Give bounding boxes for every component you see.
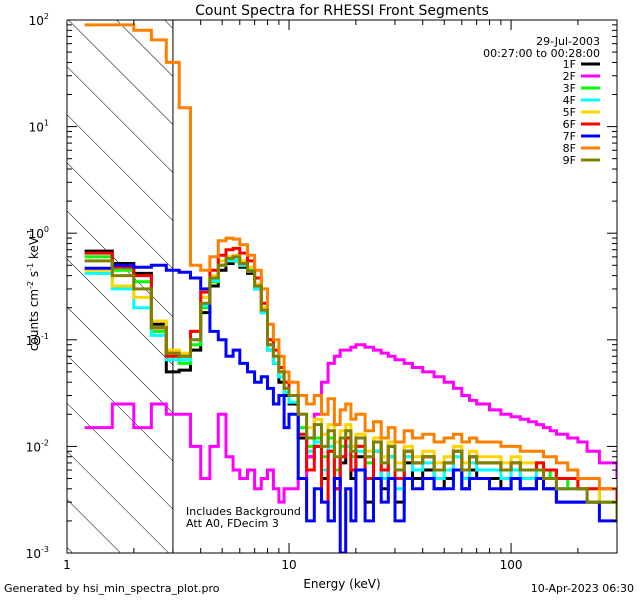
- x-axis-label: Energy (keV): [303, 577, 380, 591]
- legend-label-7f: 7F: [563, 130, 576, 143]
- legend-label-9f: 9F: [563, 154, 576, 167]
- timestamp-label: 10-Apr-2023 06:30: [530, 582, 634, 595]
- y-tick-label: 100: [29, 225, 49, 241]
- annotation-attenuator: Att A0, FDecim 3: [186, 517, 279, 530]
- generated-by-label: Generated by hsi_min_spectra_plot.pro: [4, 582, 220, 595]
- chart-title: Count Spectra for RHESSI Front Segments: [195, 3, 489, 19]
- plot-frame: [66, 19, 618, 554]
- legend-label-3f: 3F: [563, 82, 576, 95]
- x-tick-label: 10: [281, 558, 296, 572]
- legend-label-1f: 1F: [563, 58, 576, 71]
- annotation-background: Includes Background: [186, 505, 301, 518]
- x-tick-label: 100: [500, 558, 523, 572]
- series-line-8f: [84, 23, 617, 491]
- time-range-label: 00:27:00 to 00:28:00: [483, 47, 600, 60]
- y-axis-label: counts cm-2 s-1 keV-1: [26, 229, 41, 351]
- y-tick-label: 10-1: [26, 332, 49, 348]
- y-tick-label: 102: [29, 12, 49, 28]
- legend-label-2f: 2F: [563, 70, 576, 83]
- series-line-9f: [84, 255, 617, 521]
- legend-label-5f: 5F: [563, 106, 576, 119]
- x-tick-label: 1: [63, 558, 71, 572]
- legend-label-4f: 4F: [563, 94, 576, 107]
- y-tick-label: 101: [29, 119, 49, 135]
- legend-label-6f: 6F: [563, 118, 576, 131]
- y-tick-label: 10-2: [26, 438, 49, 454]
- y-tick-label: 10-3: [26, 545, 49, 561]
- date-label: 29-Jul-2003: [536, 35, 600, 48]
- series-line-7f: [84, 263, 617, 553]
- series-line-2f: [84, 343, 617, 504]
- legend-label-8f: 8F: [563, 142, 576, 155]
